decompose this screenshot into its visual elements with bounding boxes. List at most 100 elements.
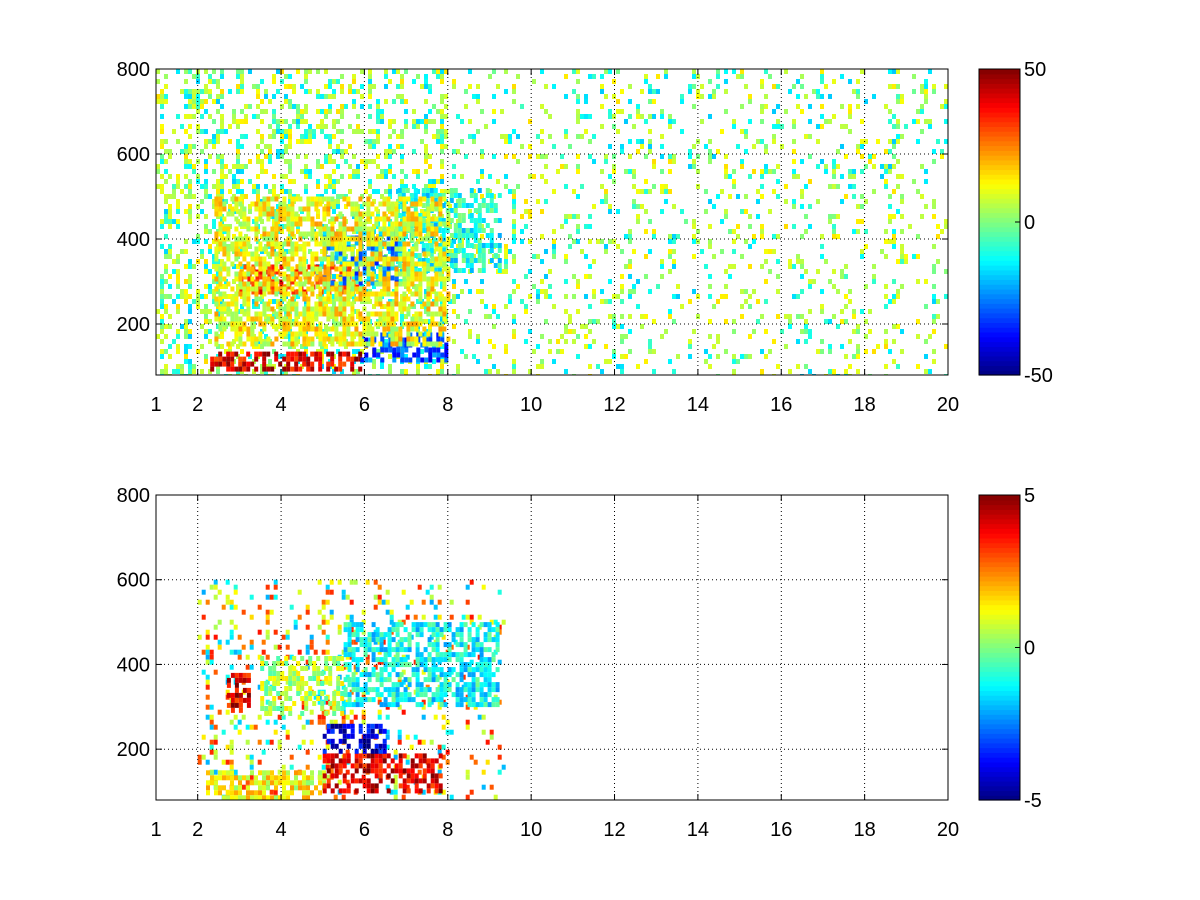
heatmap-cell [644,359,648,364]
heatmap-cell [288,194,292,199]
heatmap-cell [368,74,372,79]
heatmap-cell [326,271,331,277]
heatmap-cell [402,251,407,257]
heatmap-cell [234,316,239,322]
heatmap-cell [804,269,808,274]
heatmap-cell [358,276,363,282]
heatmap-cell [358,311,363,317]
heatmap-cell [218,281,223,287]
heatmap-cell [340,154,344,159]
heatmap-cell [932,204,936,209]
heatmap-cell [884,284,888,289]
heatmap-cell [330,231,335,237]
heatmap-cell [265,629,270,635]
heatmap-cell [489,203,494,208]
heatmap-cell [256,144,260,149]
heatmap-cell [326,196,331,202]
heatmap-cell [652,89,656,94]
heatmap-cell [378,266,383,272]
heatmap-cell [310,216,315,222]
heatmap-cell [644,274,648,279]
heatmap-cell [668,249,672,254]
heatmap-cell [164,199,168,204]
heatmap-cell [748,244,752,249]
heatmap-cell [512,219,516,224]
heatmap-cell [421,188,426,193]
heatmap-cell [382,311,387,317]
heatmap-cell [316,294,320,299]
colorbar-tick-label: -50 [1024,365,1053,387]
heatmap-cell [290,336,295,342]
heatmap-cell [350,311,355,317]
heatmap-cell [350,286,355,292]
heatmap-cell [644,119,648,124]
heatmap-cell [636,139,640,144]
heatmap-cell [740,354,744,359]
heatmap-cell [800,274,804,279]
heatmap-cell [338,221,343,227]
heatmap-cell [772,134,776,139]
heatmap-cell [272,114,276,119]
heatmap-cell [465,263,470,268]
heatmap-cell [660,134,664,139]
heatmap-cell [536,289,540,294]
heatmap-cell [936,234,940,239]
heatmap-cell [397,243,402,248]
heatmap-cell [296,154,300,159]
heatmap-cell [336,119,340,124]
heatmap-cell [334,316,339,322]
heatmap-cell [160,129,164,134]
heatmap-cell [446,296,451,302]
heatmap-cell [304,74,308,79]
heatmap-cell [417,258,422,263]
heatmap-cell [512,99,516,104]
heatmap-cell [464,154,468,159]
heatmap-cell [800,204,804,209]
heatmap-cell [720,189,724,194]
heatmap-cell [636,149,640,154]
heatmap-cell [342,301,347,307]
heatmap-cell [397,228,402,233]
heatmap-cell [400,99,404,104]
heatmap-cell [520,214,524,219]
heatmap-cell [442,311,447,317]
heatmap-cell [592,294,596,299]
heatmap-cell [716,354,720,359]
heatmap-cell [616,364,620,369]
heatmap-cell [430,201,435,207]
heatmap-cell [528,154,532,159]
heatmap-cell [216,159,220,164]
heatmap-cell [274,356,279,362]
heatmap-cell [282,206,287,212]
heatmap-cell [380,169,384,174]
heatmap-cell [205,759,210,765]
heatmap-cell [270,366,275,372]
heatmap-cell [760,224,764,229]
heatmap-cell [382,221,387,227]
heatmap-cell [322,226,327,232]
heatmap-cell [192,74,196,79]
heatmap-cell [412,119,416,124]
heatmap-cell [418,276,423,282]
heatmap-cell [888,84,892,89]
heatmap-cell [476,289,480,294]
heatmap-cell [176,274,180,279]
heatmap-cell [512,259,516,264]
heatmap-cell [432,347,437,353]
heatmap-cell [414,271,419,277]
heatmap-cell [290,276,295,282]
heatmap-cell [402,271,407,277]
heatmap-cell [497,233,502,238]
heatmap-cell [338,306,343,312]
heatmap-cell [404,314,408,319]
heatmap-cell [492,364,496,369]
heatmap-cell [350,201,355,207]
heatmap-cell [442,256,447,262]
heatmap-cell [213,669,218,675]
heatmap-cell [274,336,279,342]
heatmap-cell [204,194,208,199]
heatmap-cell [477,228,482,233]
heatmap-cell [932,319,936,324]
heatmap-cell [168,214,172,219]
heatmap-cell [314,201,319,207]
